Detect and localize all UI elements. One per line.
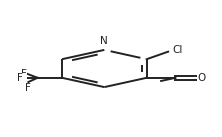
Text: O: O: [197, 73, 205, 83]
Text: Cl: Cl: [172, 45, 182, 55]
Text: N: N: [101, 36, 108, 46]
Text: F: F: [25, 83, 31, 93]
Text: F: F: [21, 69, 27, 79]
Text: F: F: [17, 73, 23, 83]
